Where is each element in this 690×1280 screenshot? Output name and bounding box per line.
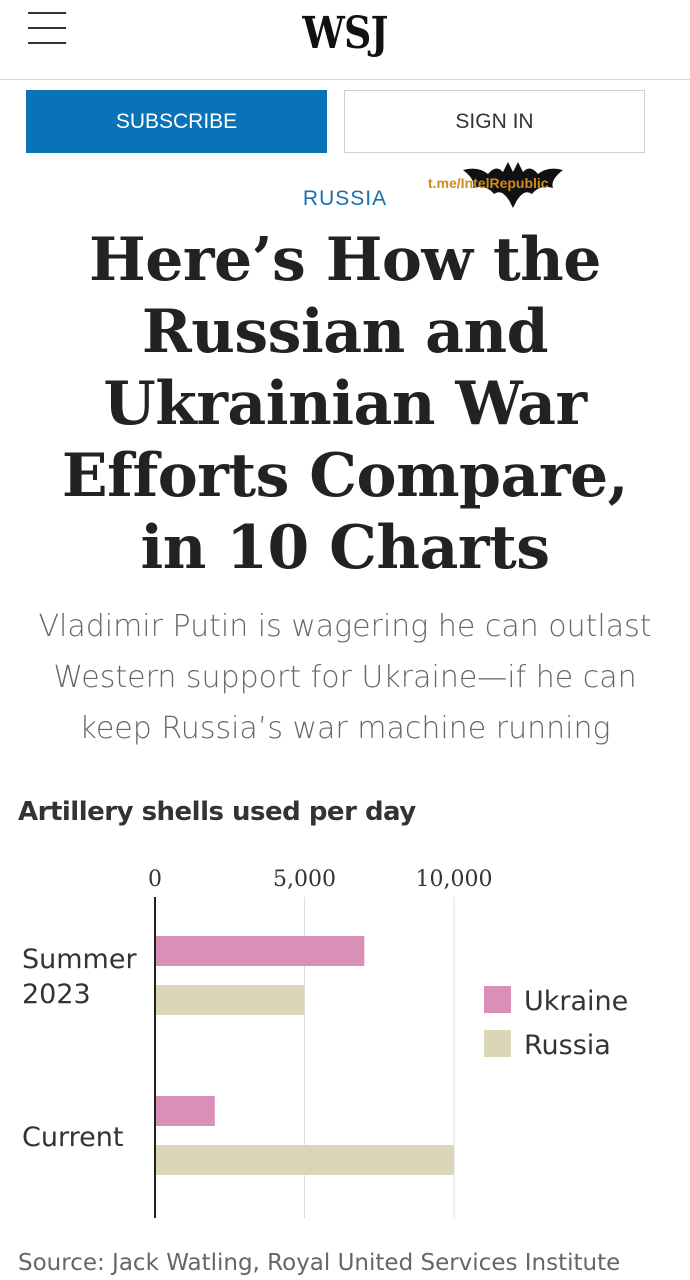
x-tick-label: 5,000	[273, 867, 336, 892]
sign-in-button[interactable]: SIGN IN	[344, 90, 645, 153]
bar-ukraine	[155, 936, 365, 966]
category-label: Current	[22, 1122, 123, 1153]
chart-title: Artillery shells used per day	[18, 797, 416, 827]
bar-russia	[155, 985, 305, 1015]
watermark-text: t.me/IntelRepublic	[428, 175, 549, 191]
legend-label-russia: Russia	[524, 1030, 611, 1061]
chart-source: Source: Jack Watling, Royal United Servi…	[18, 1250, 621, 1276]
section-kicker[interactable]: RUSSIA	[302, 187, 388, 210]
x-tick-label: 10,000	[416, 867, 493, 892]
legend-label-ukraine: Ukraine	[524, 986, 628, 1017]
hamburger-menu-icon[interactable]	[28, 12, 68, 46]
article-headline: Here’s How the Russian and Ukrainian War…	[61, 225, 629, 583]
top-navigation-bar: WSJ	[0, 0, 690, 80]
category-label: Summer	[22, 944, 137, 975]
article-dek: Vladimir Putin is wagering he can outlas…	[38, 609, 652, 746]
legend-swatch-ukraine	[484, 986, 511, 1013]
wsj-logo[interactable]: WSJ	[302, 8, 388, 59]
artillery-bar-chart: 0 5,000 10,000 Summer 2023 Current Ukraine Russ…	[22, 867, 628, 1218]
watermark: t.me/IntelRepublic	[428, 158, 568, 210]
bar-russia	[155, 1145, 454, 1175]
x-tick-label: 0	[148, 867, 162, 892]
subscribe-button[interactable]: SUBSCRIBE	[26, 90, 327, 153]
legend-swatch-russia	[484, 1030, 511, 1057]
bar-ukraine	[155, 1096, 215, 1126]
bat-logo-icon	[463, 162, 563, 208]
category-label: 2023	[22, 979, 91, 1010]
